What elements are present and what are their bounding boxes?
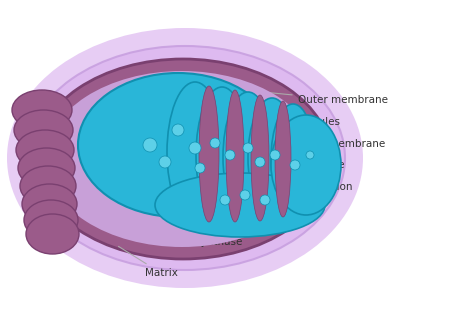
Ellipse shape — [255, 157, 265, 167]
Ellipse shape — [196, 87, 248, 223]
Text: Outer membrane: Outer membrane — [266, 92, 388, 105]
Ellipse shape — [199, 86, 219, 222]
Text: Matrix: Matrix — [118, 246, 177, 278]
Text: Inner membrane: Inner membrane — [269, 138, 385, 149]
Ellipse shape — [306, 151, 314, 159]
Ellipse shape — [275, 101, 291, 217]
Ellipse shape — [251, 95, 269, 221]
Ellipse shape — [26, 214, 79, 254]
Ellipse shape — [78, 73, 278, 217]
Ellipse shape — [226, 90, 244, 222]
Ellipse shape — [271, 104, 315, 214]
Ellipse shape — [167, 82, 223, 222]
Text: Ribosome: Ribosome — [267, 159, 345, 170]
Ellipse shape — [159, 156, 171, 168]
Text: Granules: Granules — [264, 116, 340, 127]
Ellipse shape — [7, 28, 363, 288]
Ellipse shape — [210, 138, 220, 148]
Ellipse shape — [24, 200, 78, 240]
Ellipse shape — [290, 160, 300, 170]
Ellipse shape — [16, 130, 74, 170]
Ellipse shape — [172, 124, 184, 136]
Ellipse shape — [22, 184, 77, 224]
Ellipse shape — [189, 142, 201, 154]
Ellipse shape — [143, 138, 157, 152]
Ellipse shape — [35, 59, 331, 259]
Ellipse shape — [18, 148, 75, 188]
Ellipse shape — [155, 173, 325, 237]
Ellipse shape — [14, 110, 73, 150]
Ellipse shape — [240, 190, 250, 200]
Ellipse shape — [248, 98, 296, 218]
Text: Cristae junction: Cristae junction — [242, 179, 353, 192]
Ellipse shape — [260, 195, 270, 205]
Ellipse shape — [46, 71, 318, 247]
Ellipse shape — [195, 163, 205, 173]
Text: DNA: DNA — [178, 195, 219, 217]
Ellipse shape — [12, 90, 72, 130]
Text: ATP synthase: ATP synthase — [149, 219, 242, 247]
Ellipse shape — [225, 150, 235, 160]
Ellipse shape — [243, 143, 253, 153]
Ellipse shape — [271, 115, 341, 215]
Ellipse shape — [20, 166, 76, 206]
Ellipse shape — [220, 195, 230, 205]
Ellipse shape — [25, 46, 345, 270]
Ellipse shape — [270, 150, 280, 160]
Ellipse shape — [223, 92, 273, 222]
